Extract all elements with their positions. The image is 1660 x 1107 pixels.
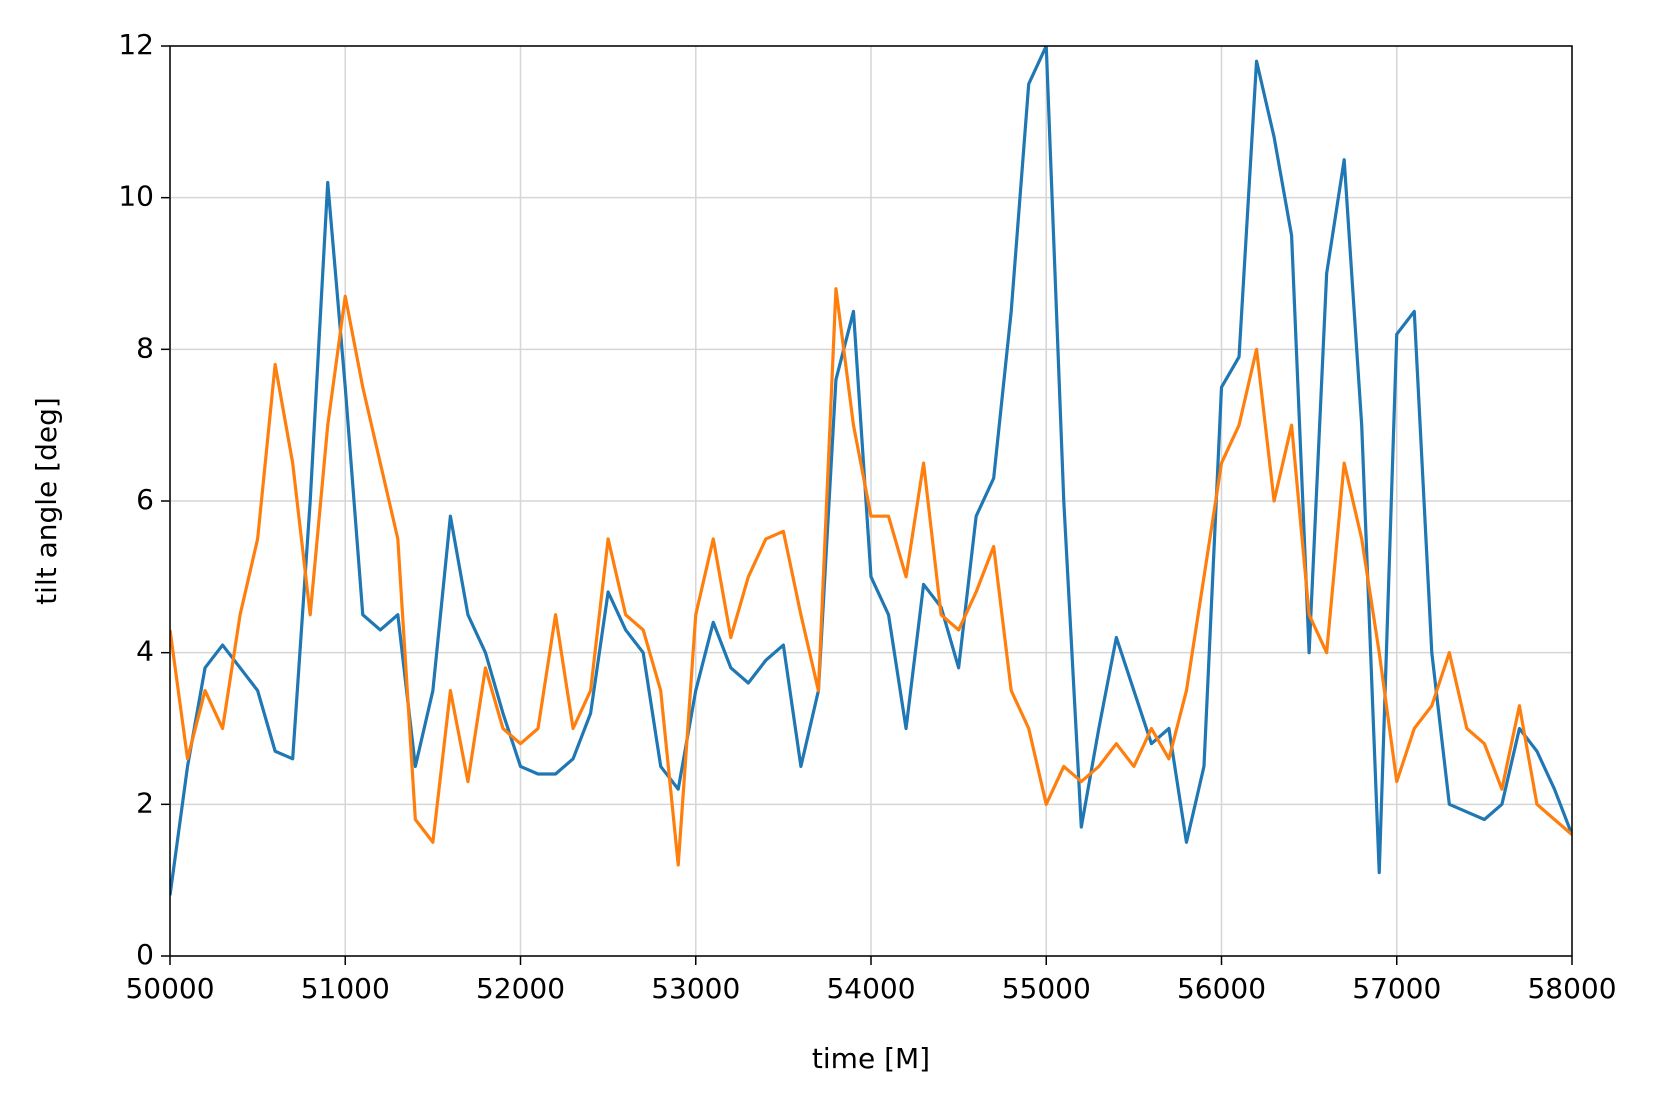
series-line	[170, 287, 1572, 867]
y-axis-label: tilt angle [deg]	[30, 397, 63, 605]
y-tick-label: 2	[136, 786, 154, 819]
x-tick-label: 53000	[651, 972, 740, 1005]
x-tick-label: 55000	[1002, 972, 1091, 1005]
x-tick-label: 50000	[125, 972, 214, 1005]
x-tick-label: 56000	[1177, 972, 1266, 1005]
y-tick-label: 0	[136, 938, 154, 971]
y-tick-label: 6	[136, 483, 154, 516]
y-tick-label: 4	[136, 635, 154, 668]
x-tick-label: 51000	[301, 972, 390, 1005]
y-tick-label: 10	[118, 180, 154, 213]
x-axis-label: time [M]	[812, 1042, 930, 1075]
y-tick-label: 12	[118, 28, 154, 61]
x-tick-label: 58000	[1527, 972, 1616, 1005]
series-line	[170, 46, 1572, 896]
x-tick-label: 54000	[826, 972, 915, 1005]
y-tick-label: 8	[136, 331, 154, 364]
x-tick-label: 57000	[1352, 972, 1441, 1005]
plot-frame	[169, 45, 1573, 957]
x-tick-label: 52000	[476, 972, 565, 1005]
